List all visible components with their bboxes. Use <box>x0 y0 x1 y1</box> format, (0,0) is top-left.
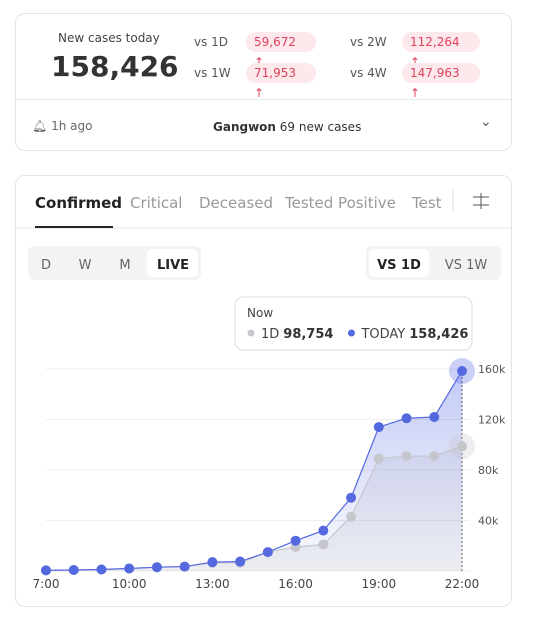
period-button[interactable]: LIVE <box>157 258 189 273</box>
x-tick-label: 22:00 <box>445 577 480 591</box>
compare-value: 59,672 ↑ <box>246 32 316 69</box>
series-line <box>45 370 463 571</box>
point <box>235 556 246 567</box>
compare-selected <box>369 249 429 277</box>
legend-dot <box>347 329 355 337</box>
compare-label: vs 2W <box>350 35 387 49</box>
x-tick-label: 13:00 <box>195 577 230 591</box>
summary-total: 158,426 <box>51 50 179 83</box>
compare-button[interactable]: VS 1W <box>445 258 488 273</box>
tabs: Confirmed Critical Deceased Tested Positive… <box>35 194 442 212</box>
x-tick-label: 16:00 <box>278 577 313 591</box>
point <box>96 564 107 575</box>
point <box>401 451 412 462</box>
value: 59,672 <box>254 35 296 49</box>
compare-value: 112,264 ↑ <box>402 32 480 69</box>
tooltip-value: 158,426 <box>409 327 468 342</box>
point <box>207 557 218 568</box>
tooltip-title: Now <box>247 306 273 320</box>
legend-name: TODAY <box>360 327 405 342</box>
value: 71,953 <box>254 66 296 80</box>
tooltip-box <box>234 296 473 351</box>
region-text: 69 new cases <box>279 120 362 134</box>
tab[interactable]: Tested Positive <box>284 194 396 212</box>
period-selected <box>147 249 198 277</box>
point <box>318 525 329 536</box>
tab[interactable]: Test <box>411 194 442 212</box>
tab[interactable]: Deceased <box>199 194 273 212</box>
period-button[interactable]: D <box>41 258 51 273</box>
compare-button[interactable]: VS 1D <box>377 258 421 273</box>
summary-title: New cases today <box>58 31 160 45</box>
compare-label: vs 1W <box>194 66 231 80</box>
value: 112,264 <box>410 35 460 49</box>
compare-label: vs 1D <box>194 35 229 49</box>
updated: 🔔︎ 1h ago <box>32 119 93 133</box>
point <box>68 564 79 575</box>
updated-text: 1h ago <box>51 119 93 133</box>
x-tick-label: 19:00 <box>362 577 397 591</box>
point <box>429 451 440 462</box>
point <box>346 511 357 522</box>
period-button[interactable]: M <box>119 258 130 273</box>
filter-icon[interactable] <box>473 193 489 209</box>
summary-card: New cases today 158,426 vs 1D 59,672 ↑ v… <box>15 13 512 151</box>
point <box>346 492 357 503</box>
compare-label: vs 4W <box>350 66 387 80</box>
y-tick-label: 120k <box>478 414 506 427</box>
point <box>262 547 273 558</box>
point <box>429 411 440 422</box>
region-note: Gangwon 69 new cases <box>213 120 361 134</box>
x-tick-label: 7:00 <box>33 577 60 591</box>
x-tick-label: 10:00 <box>112 577 147 591</box>
point <box>373 453 384 464</box>
y-tick-label: 80k <box>478 464 499 477</box>
tooltip-value: 98,754 <box>283 327 333 342</box>
point <box>179 561 190 572</box>
compare-value: 147,963 ↑ <box>402 63 480 100</box>
point <box>457 441 467 452</box>
y-tick-label: 40k <box>478 515 499 528</box>
value: 147,963 <box>410 66 460 80</box>
point <box>124 563 135 574</box>
y-tick-label: 160k <box>478 363 506 376</box>
expand-icon[interactable]: ⌄ <box>480 114 492 130</box>
point <box>401 413 412 424</box>
legend-name: 1D <box>261 327 279 342</box>
tab[interactable]: Critical <box>130 194 182 212</box>
point <box>290 535 301 546</box>
point <box>373 422 384 433</box>
point <box>318 539 329 550</box>
point <box>457 365 467 376</box>
series-area <box>46 370 462 571</box>
compare-value: 71,953 ↑ <box>246 63 316 100</box>
divider <box>16 99 511 100</box>
point <box>151 562 162 573</box>
region: Gangwon <box>213 120 276 134</box>
legend-dot <box>247 329 255 337</box>
period-button[interactable]: W <box>79 258 92 273</box>
tab[interactable]: Confirmed <box>35 194 122 212</box>
point <box>41 565 51 576</box>
